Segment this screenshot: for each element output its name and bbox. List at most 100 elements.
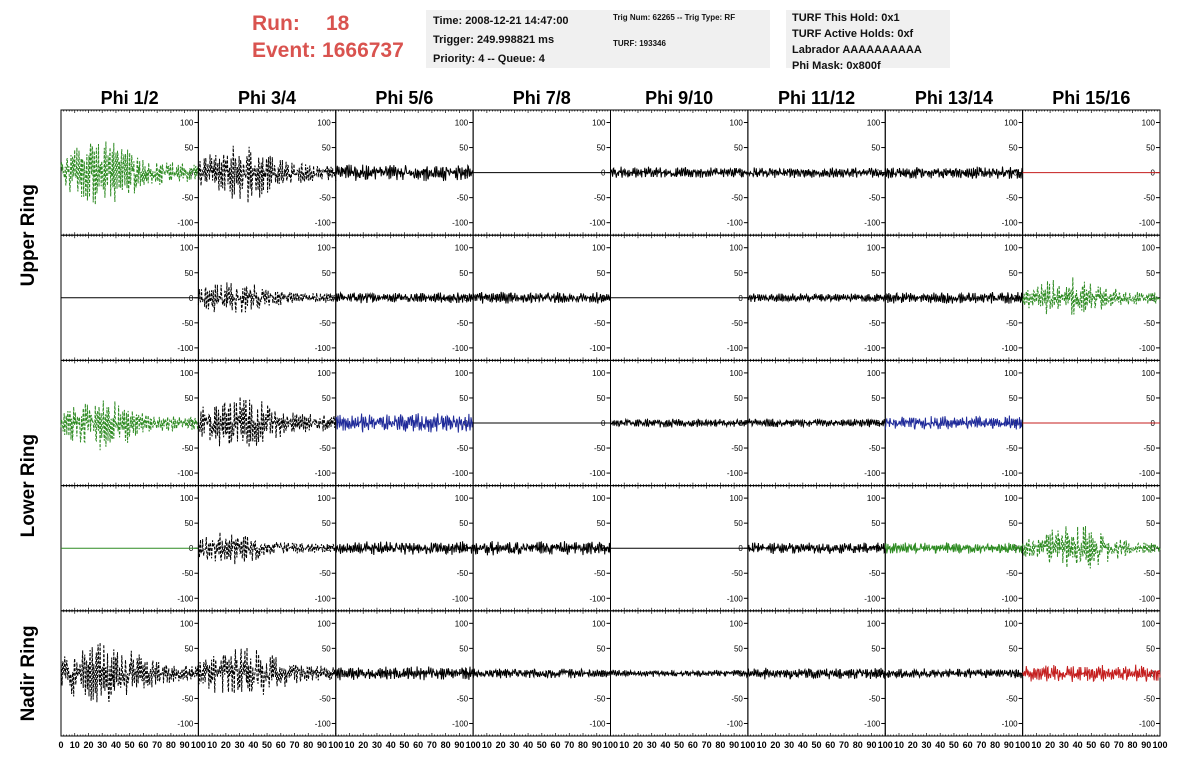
row-label: Nadir Ring [18,625,39,721]
x-tick-label: 10 [619,740,629,750]
y-tick-label: 100 [1004,494,1018,503]
x-tick-label: 30 [647,740,657,750]
y-tick-label: -50 [731,569,743,578]
y-tick-label: -50 [1006,444,1018,453]
x-tick-label: 90 [1004,740,1014,750]
waveform-line [747,292,886,304]
y-tick-label: 100 [592,619,606,628]
y-tick-label: 50 [734,519,743,528]
x-tick-label: 80 [853,740,863,750]
y-tick-label: 100 [317,119,331,128]
y-tick-label: 100 [1142,369,1156,378]
waveform-line [884,415,1023,430]
x-tick-label: 100 [191,740,206,750]
x-tick-label: 30 [784,740,794,750]
y-tick-label: 50 [459,519,468,528]
y-tick-label: 50 [184,644,193,653]
y-tick-label: 50 [871,394,880,403]
x-tick-label: 80 [166,740,176,750]
waveform-line [747,167,886,179]
x-tick-label: 40 [1073,740,1083,750]
x-tick-label: 10 [757,740,767,750]
y-tick-label: 50 [459,644,468,653]
waveform-line [1022,277,1161,315]
y-tick-label: 100 [592,244,606,253]
y-tick-label: -100 [1139,344,1156,353]
y-tick-label: -50 [1143,569,1155,578]
waveform-line [197,282,337,314]
y-tick-label: 50 [459,394,468,403]
y-tick-label: 0 [326,294,331,303]
x-tick-label: 90 [592,740,602,750]
y-tick-label: 50 [1009,644,1018,653]
y-tick-label: -100 [1139,594,1156,603]
column-title: Phi 11/12 [778,88,855,108]
y-tick-label: -50 [182,694,194,703]
waveform-line [472,291,611,304]
x-tick-label: 70 [839,740,849,750]
x-tick-label: 30 [1059,740,1069,750]
column-title: Phi 13/14 [915,88,993,108]
waveform-line [197,647,337,695]
y-tick-label: -50 [182,194,194,203]
x-tick-label: 40 [386,740,396,750]
y-tick-label: 100 [180,619,194,628]
labrador-text: Labrador AAAAAAAAAA [792,44,922,56]
y-tick-label: -50 [1006,569,1018,578]
y-tick-label: 50 [1009,519,1018,528]
y-tick-label: -100 [177,719,194,728]
y-tick-label: -50 [182,319,194,328]
x-tick-label: 50 [399,740,409,750]
y-tick-label: 50 [184,394,193,403]
run-event-box: Run: 18 Event: 1666737 [252,10,404,64]
y-tick-label: -100 [864,469,881,478]
x-tick-label: 80 [303,740,313,750]
x-tick-label: 100 [1015,740,1030,750]
y-tick-label: 50 [459,144,468,153]
y-tick-label: -50 [319,444,331,453]
y-tick-label: -50 [731,194,743,203]
x-tick-label: 100 [740,740,755,750]
waveform-line [1022,525,1161,569]
x-tick-label: 60 [413,740,423,750]
turf-hold-text: TURF This Hold: 0x1 [792,12,900,24]
trigger-info-panel: Trig Num: 62265 -- Trig Type: RF TURF: 1… [606,10,770,68]
x-tick-label: 70 [976,740,986,750]
turf-text: TURF: 193346 [613,39,666,48]
x-tick-label: 80 [441,740,451,750]
y-tick-label: -100 [864,719,881,728]
y-tick-label: 50 [1146,269,1155,278]
x-tick-label: 100 [466,740,481,750]
y-tick-label: -100 [589,219,606,228]
y-tick-label: 100 [1142,119,1156,128]
y-tick-label: 50 [597,519,606,528]
waveform-line [610,166,749,178]
y-tick-label: -50 [1143,319,1155,328]
y-tick-label: 100 [1142,494,1156,503]
waveform-line [335,413,474,433]
y-tick-label: 100 [592,119,606,128]
x-tick-label: 10 [894,740,904,750]
y-tick-label: 50 [871,644,880,653]
y-tick-label: -50 [1143,444,1155,453]
priority-text: Priority: 4 -- Queue: 4 [433,53,545,65]
y-tick-label: -50 [731,444,743,453]
y-tick-label: -100 [1002,719,1019,728]
y-tick-label: 100 [592,494,606,503]
y-tick-label: 50 [1146,394,1155,403]
x-tick-label: 70 [1114,740,1124,750]
y-tick-label: 50 [871,144,880,153]
y-tick-label: -50 [594,444,606,453]
y-tick-label: -100 [315,719,332,728]
x-tick-label: 30 [97,740,107,750]
y-tick-label: 100 [455,369,469,378]
x-tick-label: 30 [235,740,245,750]
y-tick-label: 50 [184,519,193,528]
y-tick-label: 100 [317,244,331,253]
waveform-line [610,668,749,679]
y-tick-label: -100 [1002,469,1019,478]
y-tick-label: 0 [1013,169,1018,178]
y-tick-label: 100 [592,369,606,378]
x-tick-label: 20 [770,740,780,750]
y-tick-label: 50 [1009,144,1018,153]
